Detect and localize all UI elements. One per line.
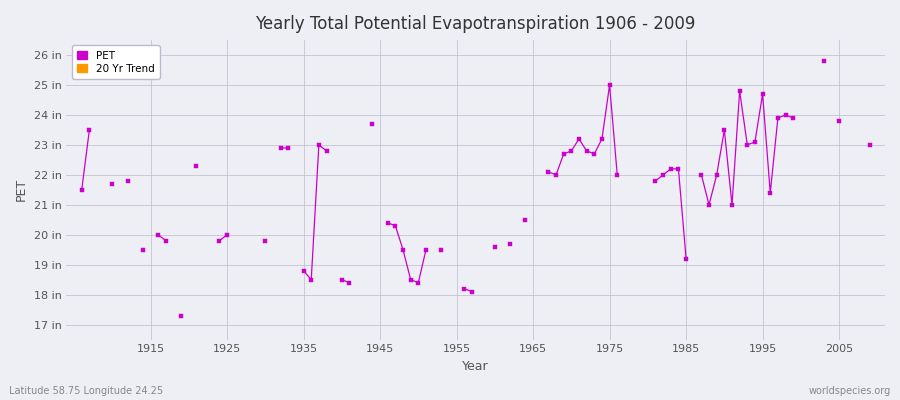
X-axis label: Year: Year [463, 360, 489, 373]
Title: Yearly Total Potential Evapotranspiration 1906 - 2009: Yearly Total Potential Evapotranspiratio… [256, 15, 696, 33]
Text: worldspecies.org: worldspecies.org [809, 386, 891, 396]
Text: Latitude 58.75 Longitude 24.25: Latitude 58.75 Longitude 24.25 [9, 386, 163, 396]
Legend: PET, 20 Yr Trend: PET, 20 Yr Trend [72, 45, 159, 79]
Y-axis label: PET: PET [15, 178, 28, 202]
